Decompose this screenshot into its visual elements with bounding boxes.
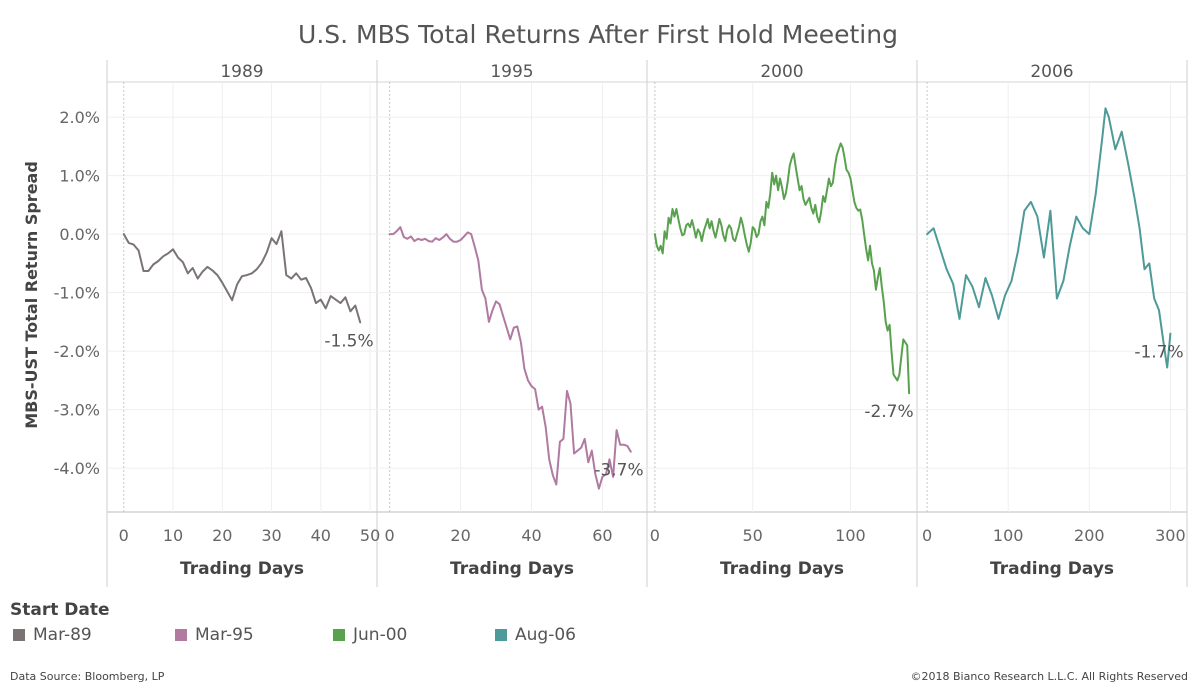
x-tick-label: 40 [311, 526, 331, 545]
chart-title: U.S. MBS Total Returns After First Hold … [298, 20, 898, 49]
panel-2000: 0 50 100 2000 -2.7% Trading Days [647, 62, 917, 579]
y-tick-label: 1.0% [59, 167, 100, 186]
end-value-label: -1.7% [1134, 343, 1183, 363]
chart-panels: 0 10 20 30 40 50 1989 -1.5% Trading Days 0 20 40 60 1… [106, 60, 1188, 587]
legend-item-mar-89[interactable]: Mar-89 [13, 625, 92, 645]
legend-label-mar-89: Mar-89 [33, 625, 92, 645]
panel-1995: 0 20 40 60 1995 -3.7% Trading Days [377, 62, 647, 579]
x-tick-label: 60 [592, 526, 612, 545]
legend-item-mar-95[interactable]: Mar-95 [175, 625, 254, 645]
x-tick-label: 30 [261, 526, 281, 545]
x-tick-label: 0 [119, 526, 129, 545]
x-tick-label: 40 [521, 526, 541, 545]
panel-1989: 0 10 20 30 40 50 1989 -1.5% Trading Days [107, 62, 380, 579]
legend-swatch-aug-06 [495, 629, 507, 641]
legend-item-aug-06[interactable]: Aug-06 [495, 625, 576, 645]
y-axis-ticks: 2.0% 1.0% 0.0% -1.0% -2.0% -3.0% -4.0% [54, 108, 100, 478]
x-tick-label: 0 [385, 526, 395, 545]
x-tick-label: 20 [450, 526, 470, 545]
x-tick-label: 0 [922, 526, 932, 545]
panel-title-2000: 2000 [760, 62, 803, 82]
y-tick-label: -2.0% [54, 342, 100, 361]
legend: Start Date Mar-89 Mar-95 Jun-00 Aug-06 [10, 600, 1190, 652]
y-tick-label: -4.0% [54, 459, 100, 478]
series-line-Jun-00 [653, 142, 911, 395]
legend-swatch-jun-00 [333, 629, 345, 641]
panel-title-1995: 1995 [490, 62, 533, 82]
series-line-Mar-89 [122, 230, 362, 324]
y-tick-label: 0.0% [59, 225, 100, 244]
series-line-Aug-06 [926, 107, 1172, 369]
y-tick-label: -3.0% [54, 401, 100, 420]
x-tick-label: 200 [1074, 526, 1105, 545]
legend-swatch-mar-89 [13, 629, 25, 641]
legend-label-mar-95: Mar-95 [195, 625, 254, 645]
x-axis-title: Trading Days [450, 559, 574, 579]
x-axis-title: Trading Days [720, 559, 844, 579]
x-tick-label: 0 [650, 526, 660, 545]
x-axis-title: Trading Days [180, 559, 304, 579]
x-tick-label: 50 [742, 526, 762, 545]
x-tick-label: 100 [993, 526, 1024, 545]
panel-title-2006: 2006 [1030, 62, 1073, 82]
legend-label-aug-06: Aug-06 [515, 625, 576, 645]
panel-title-1989: 1989 [220, 62, 263, 82]
x-tick-label: 50 [360, 526, 380, 545]
y-tick-label: -1.0% [54, 284, 100, 303]
legend-label-jun-00: Jun-00 [353, 625, 408, 645]
y-tick-label: 2.0% [59, 108, 100, 127]
panel-2006: 0 100 200 300 2006 -1.7% Trading Days [917, 62, 1187, 579]
x-axis-title: Trading Days [990, 559, 1114, 579]
x-tick-label: 10 [163, 526, 183, 545]
copyright-note: ©2018 Bianco Research L.L.C. All Rights … [910, 670, 1188, 683]
legend-item-jun-00[interactable]: Jun-00 [333, 625, 407, 645]
end-value-label: -1.5% [324, 331, 373, 351]
legend-swatch-mar-95 [175, 629, 187, 641]
x-tick-label: 300 [1155, 526, 1186, 545]
data-source-note: Data Source: Bloomberg, LP [10, 670, 165, 683]
end-value-label: -2.7% [864, 402, 913, 422]
series-line-Mar-95 [388, 226, 632, 490]
x-tick-label: 100 [835, 526, 866, 545]
x-tick-label: 20 [212, 526, 232, 545]
end-value-label: -3.7% [594, 461, 643, 481]
y-axis-title: MBS-UST Total Return Spread [22, 161, 41, 429]
legend-title: Start Date [10, 600, 110, 620]
